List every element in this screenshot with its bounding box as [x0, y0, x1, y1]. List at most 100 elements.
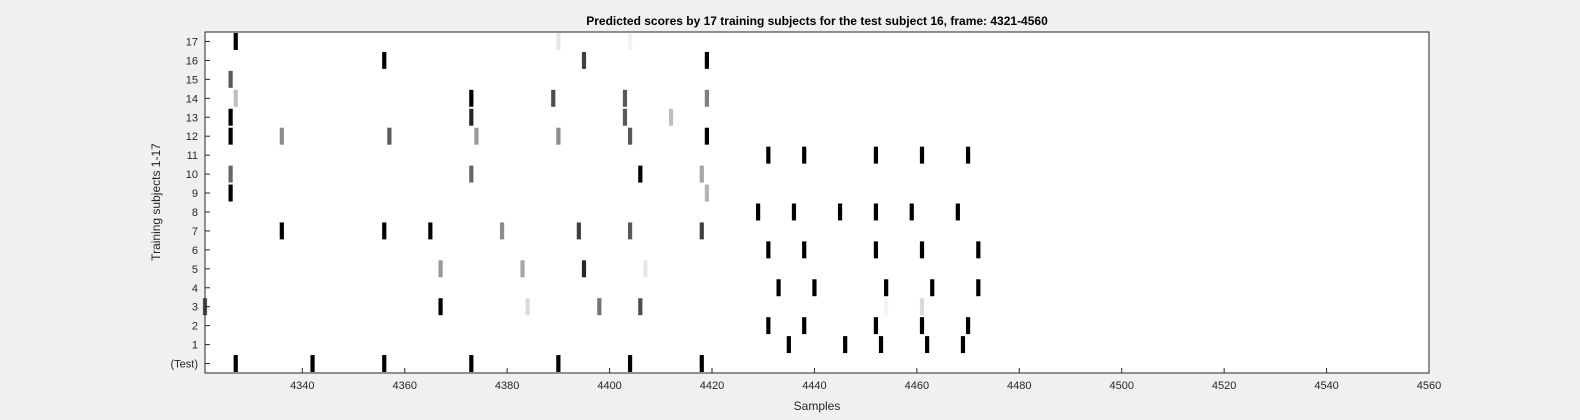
x-tick-label: 4380 [495, 380, 519, 392]
score-mark [233, 89, 238, 107]
x-tick-label: 4420 [700, 380, 724, 392]
score-mark [786, 336, 791, 354]
score-mark [919, 146, 925, 164]
plot-frame [204, 31, 1430, 374]
score-mark [919, 241, 925, 259]
x-tick-label: 4560 [1417, 380, 1441, 392]
x-axis-ticks: 4340 4360 4380 4400 4420 4440 4460 4480 4500 4520… [290, 368, 1441, 392]
score-mark [873, 317, 878, 335]
score-mark [627, 33, 633, 50]
score-mark [474, 127, 479, 145]
chart-title: Predicted scores by 17 training subjects… [586, 14, 1048, 28]
y-tick-label: 2 [192, 321, 198, 333]
y-tick-label: 9 [192, 188, 198, 200]
score-mark [699, 222, 704, 240]
score-mark [873, 241, 878, 259]
score-mark [965, 146, 971, 164]
score-mark [919, 317, 925, 335]
score-mark [699, 165, 704, 183]
score-mark [627, 127, 633, 145]
y-tick-label: 15 [186, 74, 198, 86]
score-mark [638, 165, 643, 183]
score-mark [382, 355, 387, 372]
score-mark [438, 298, 443, 316]
score-mark [873, 146, 878, 164]
x-tick-label: 4340 [290, 380, 314, 392]
score-mark [387, 127, 392, 145]
score-mark [622, 89, 628, 107]
score-mark [576, 222, 581, 240]
score-mark [228, 70, 233, 88]
score-mark [909, 203, 914, 221]
score-mark [668, 108, 674, 126]
x-axis-label: Samples [794, 399, 841, 413]
x-tick-label: 4520 [1212, 380, 1236, 392]
score-mark [925, 336, 930, 354]
score-mark [643, 260, 648, 278]
score-mark [438, 260, 443, 278]
score-mark [428, 222, 433, 240]
score-mark [622, 108, 628, 126]
score-mark [766, 146, 771, 164]
score-mark [382, 222, 387, 240]
score-mark [228, 108, 233, 126]
score-mark [976, 279, 981, 297]
score-mark [638, 298, 643, 316]
x-tick-label: 4540 [1314, 380, 1338, 392]
x-tick-label: 4400 [597, 380, 621, 392]
score-mark [469, 89, 474, 107]
score-mark [382, 51, 387, 69]
score-mark [960, 336, 966, 354]
score-mark [556, 33, 561, 50]
y-tick-label: 5 [192, 264, 198, 276]
score-mark [233, 355, 238, 372]
score-mark [233, 33, 238, 50]
y-tick-label: 4 [192, 283, 198, 295]
score-mark [802, 146, 807, 164]
score-mark [802, 241, 807, 259]
y-tick-label: 13 [186, 112, 198, 124]
score-mark [884, 298, 889, 316]
score-mark [802, 317, 807, 335]
score-mark [597, 298, 602, 316]
x-tick-label: 4440 [802, 380, 826, 392]
y-tick-label: 16 [186, 55, 198, 67]
score-mark [699, 355, 704, 372]
score-mark [310, 355, 315, 372]
x-tick-label: 4500 [1109, 380, 1133, 392]
score-mark [976, 241, 981, 259]
score-mark [873, 203, 878, 221]
score-mark [469, 355, 474, 372]
plot-area [205, 32, 1429, 373]
score-mark [884, 279, 889, 297]
y-tick-label: 1 [192, 340, 198, 352]
score-mark [756, 203, 761, 221]
score-mark [965, 317, 971, 335]
score-mark [812, 279, 817, 297]
score-mark [469, 165, 474, 183]
score-mark [627, 222, 633, 240]
score-mark [228, 127, 233, 145]
y-tick-label: 8 [192, 207, 198, 219]
score-mark [551, 89, 556, 107]
score-mark [581, 51, 587, 69]
score-mark [776, 279, 781, 297]
y-tick-label: 10 [186, 169, 198, 181]
score-mark [279, 222, 284, 240]
score-mark [499, 222, 505, 240]
score-mark [930, 279, 935, 297]
score-mark [766, 241, 771, 259]
y-tick-label: 12 [186, 131, 198, 143]
score-mark [704, 127, 709, 145]
x-tick-label: 4360 [392, 380, 416, 392]
y-tick-label: 17 [186, 36, 198, 48]
score-mark [556, 127, 561, 145]
y-axis-label: Training subjects 1-17 [149, 143, 163, 261]
x-tick-label: 4480 [1007, 380, 1031, 392]
score-mark [627, 355, 633, 372]
score-mark [704, 184, 709, 202]
y-tick-label: 3 [192, 302, 198, 314]
y-tick-label: 7 [192, 226, 198, 238]
